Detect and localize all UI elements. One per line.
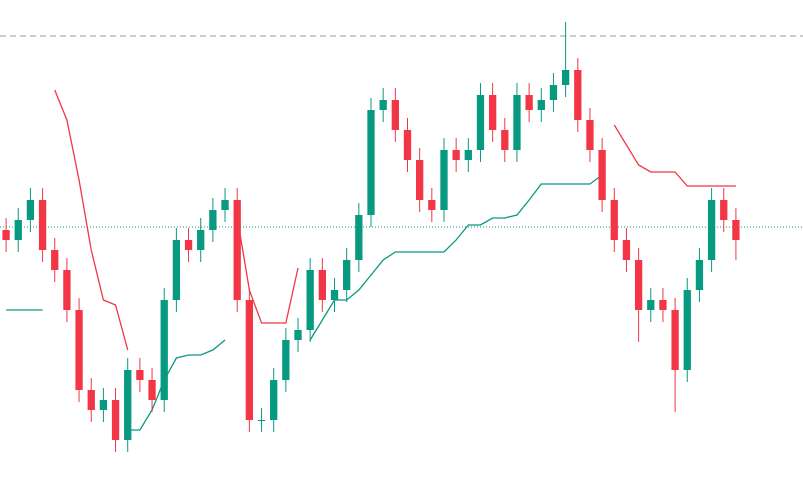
candle-body (391, 100, 399, 130)
candle-body (659, 300, 667, 310)
candle-body (634, 260, 643, 310)
candle-body (622, 240, 631, 260)
candle-body (318, 270, 326, 300)
candle-body (464, 150, 472, 160)
candle-body (172, 240, 181, 300)
candle-body (452, 150, 460, 160)
trailing-line (6, 174, 603, 431)
candle-body (38, 200, 47, 250)
candle-body (537, 100, 545, 110)
candle-body (428, 200, 436, 210)
candle-body (574, 70, 582, 120)
candle-body (330, 290, 339, 300)
candle-body (257, 420, 266, 421)
candle-body (488, 95, 497, 130)
candle-body (416, 160, 424, 200)
candle-body (209, 210, 217, 230)
candle-body (683, 290, 691, 370)
candle-body (707, 200, 716, 260)
candle-body (476, 95, 485, 150)
candle-body (525, 95, 533, 110)
candle-body (403, 130, 412, 160)
candle-body (270, 380, 278, 420)
candle-body (343, 260, 351, 290)
candle-body (197, 230, 205, 250)
candle-body (2, 230, 10, 240)
candle-body (598, 150, 606, 200)
candle-body (367, 110, 375, 215)
candle-body (111, 400, 120, 440)
candle-body (124, 370, 132, 440)
candle-body (233, 200, 241, 300)
candle-body (87, 390, 95, 410)
candle-body (306, 270, 314, 330)
trailing-line (54, 89, 736, 351)
candle-body (26, 200, 35, 220)
candle-body (695, 260, 704, 290)
candle-body (245, 300, 254, 420)
candle-body (586, 120, 594, 150)
candle-body (379, 100, 387, 110)
candle-body (294, 330, 302, 340)
candle-body (75, 310, 83, 390)
candle-body (501, 130, 509, 150)
candle-body (51, 250, 59, 270)
candle-body (561, 70, 570, 85)
candle-body (160, 300, 168, 400)
candle-body (513, 95, 521, 150)
candle-body (282, 340, 290, 380)
candle-body (647, 300, 655, 310)
candle-body (671, 310, 679, 370)
candle-body (99, 400, 108, 410)
candle-body (148, 380, 156, 400)
candle-body (184, 240, 193, 250)
candle-body (440, 150, 448, 210)
candle-body (221, 200, 229, 210)
candle-body (14, 220, 22, 240)
candle-body (63, 270, 71, 310)
candle-body (136, 370, 144, 380)
candle-body (732, 220, 740, 240)
candle-body (610, 200, 618, 240)
candle-body (355, 215, 363, 260)
candle-body (549, 85, 558, 100)
candle-body (720, 200, 728, 220)
